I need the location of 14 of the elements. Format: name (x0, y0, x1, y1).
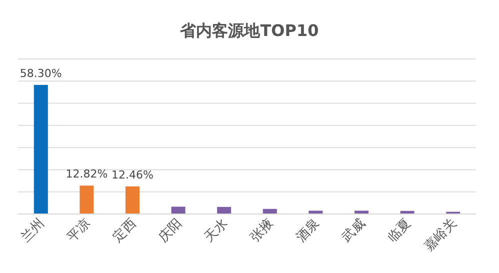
x-tick-label: 临夏 (385, 216, 414, 246)
x-tick-label: 庆阳 (156, 216, 186, 246)
x-tick-label: 酒泉 (294, 216, 323, 246)
x-tick-label: 定西 (110, 216, 140, 246)
x-tick-label: 平凉 (64, 216, 94, 246)
x-tick-label: 嘉峪关 (422, 216, 460, 254)
x-tick-label: 武威 (339, 216, 368, 246)
x-tick-label: 兰州 (18, 216, 48, 246)
data-label: 12.82% (66, 168, 108, 181)
title: 省内客源地TOP10 (180, 21, 319, 40)
x-tick-label: 天水 (202, 216, 231, 246)
x-tick-label: 张掖 (248, 216, 277, 246)
data-label: 58.30% (20, 66, 62, 80)
data-label: 12.46% (112, 168, 154, 182)
